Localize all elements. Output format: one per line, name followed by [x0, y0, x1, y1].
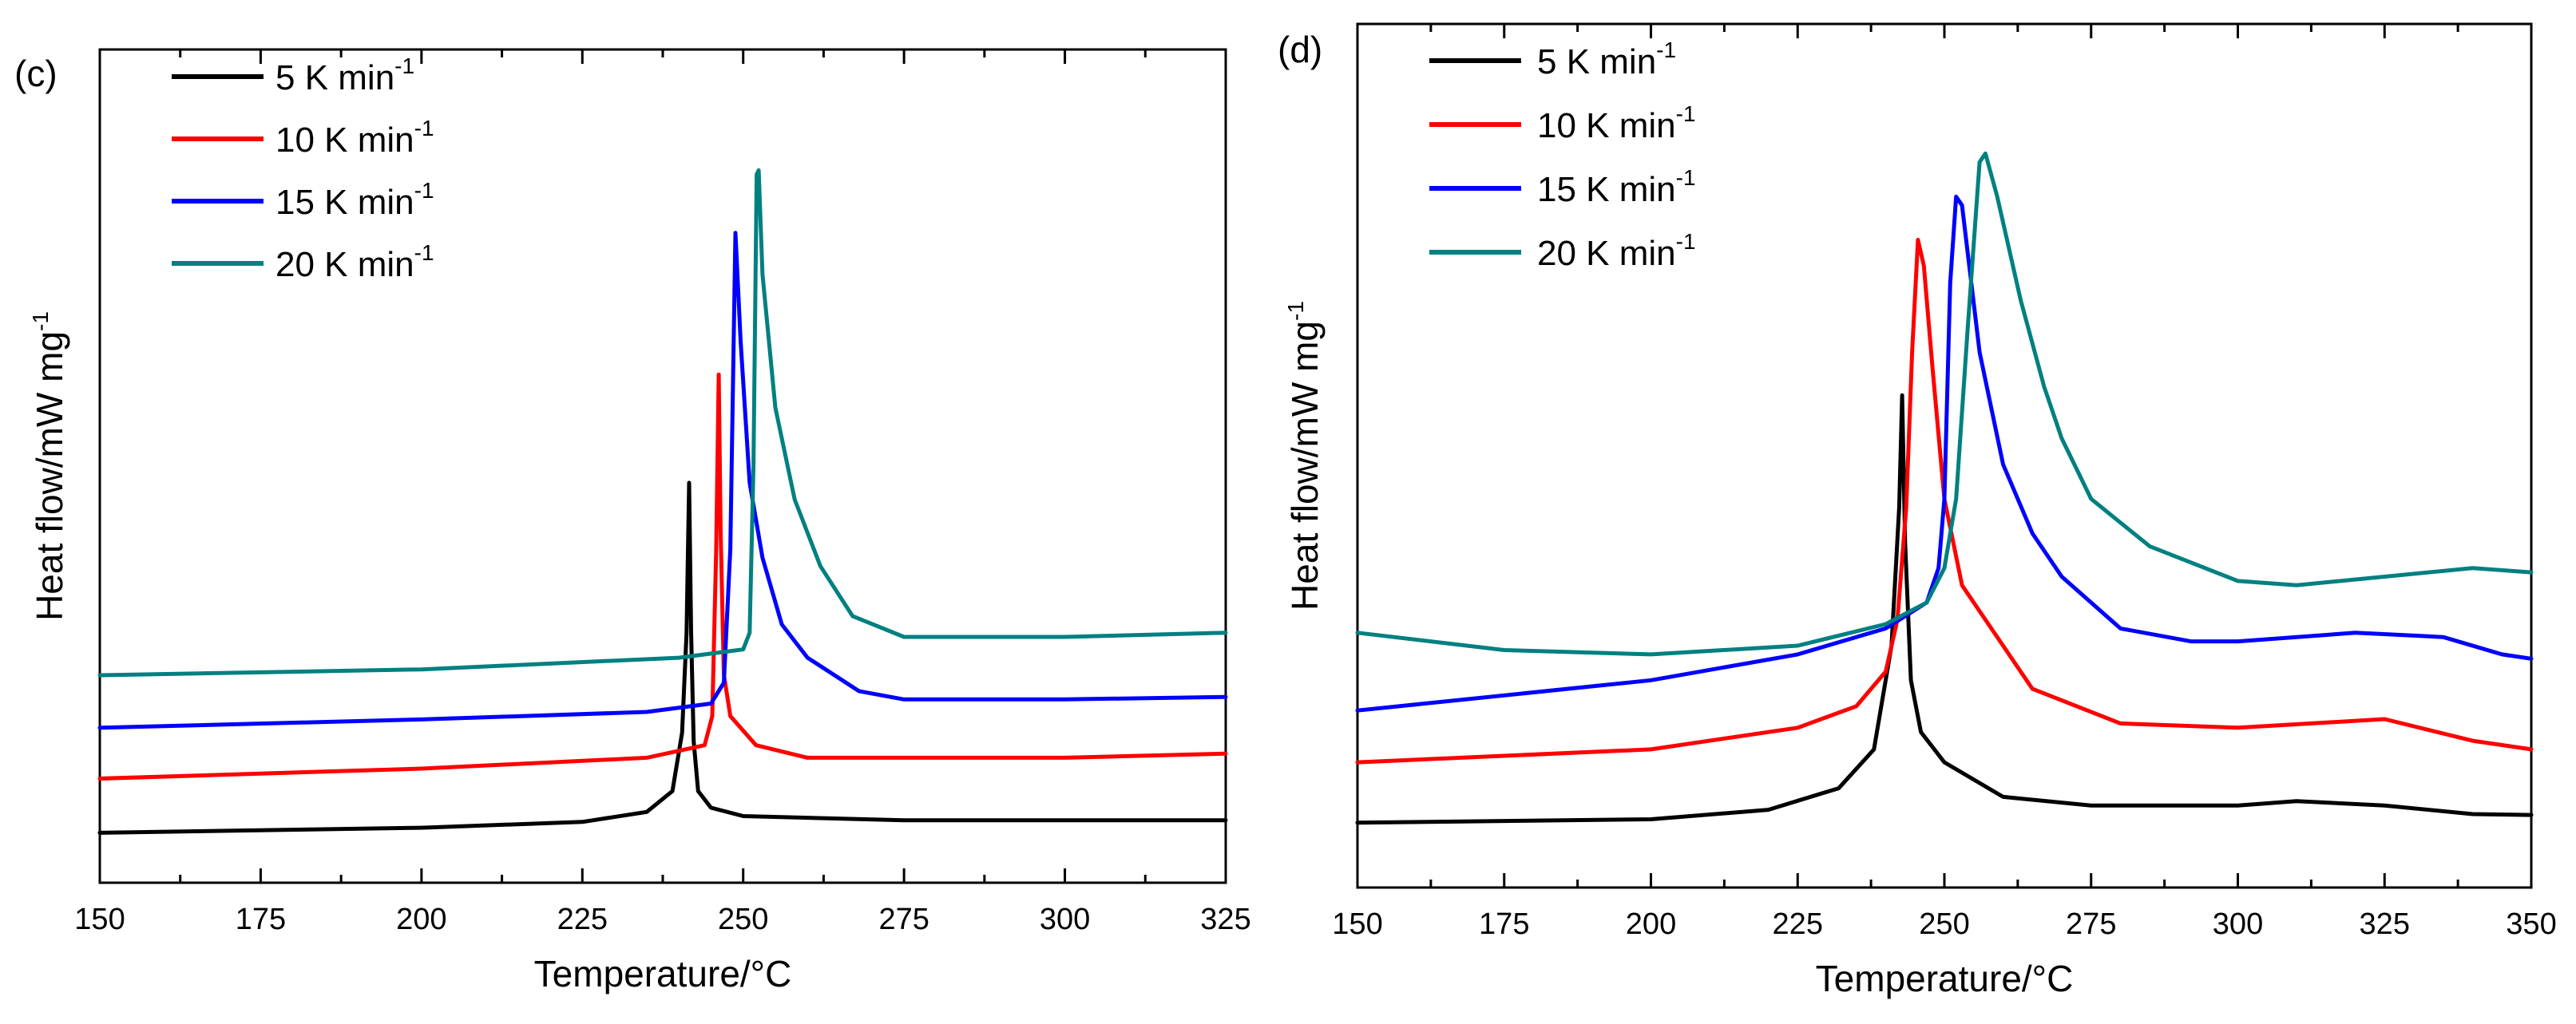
legend-label: 5 K min-1 — [275, 53, 414, 97]
legend-label: 20 K min-1 — [275, 240, 434, 284]
y-axis-title-sup: -1 — [1283, 301, 1308, 321]
legend-label-sup: -1 — [1676, 101, 1696, 126]
legend-label: 20 K min-1 — [1537, 229, 1696, 273]
x-tick-label: 250 — [1919, 907, 1969, 941]
series-line-1 — [97, 480, 1228, 835]
y-axis-title-main: Heat flow/mW mg — [1284, 321, 1326, 611]
x-tick-label: 275 — [878, 903, 929, 936]
legend-label-main: 10 K min — [1537, 106, 1676, 145]
legend-label: 15 K min-1 — [1537, 165, 1696, 209]
legend-label-main: 15 K min — [275, 183, 414, 222]
x-tick-label: 175 — [236, 903, 286, 936]
x-tick-label: 250 — [718, 903, 768, 936]
legend-label-sup: -1 — [1676, 165, 1696, 190]
x-axis-title: Temperature/°C — [534, 953, 792, 994]
x-tick-label: 325 — [2360, 907, 2410, 941]
panel-d: 150 175 200 225 250 275 300 325 350 Temperature/°… — [1278, 22, 2557, 999]
series-line-3 — [97, 231, 1228, 730]
x-tick-label: 225 — [557, 903, 608, 936]
legend-label: 10 K min-1 — [1537, 101, 1696, 145]
legend-label-sup: -1 — [1676, 229, 1696, 254]
series-line-2 — [97, 372, 1228, 781]
legend-label-sup: -1 — [414, 178, 434, 203]
x-tick-label: 150 — [74, 903, 125, 936]
legend-label-main: 20 K min — [1537, 234, 1676, 273]
legend-label-main: 20 K min — [275, 245, 414, 284]
y-axis-title-main: Heat flow/mW mg — [29, 331, 70, 621]
legend-label-main: 5 K min — [1537, 42, 1656, 81]
x-tick-label: 350 — [2506, 907, 2556, 941]
x-tick-label: 225 — [1773, 907, 1823, 941]
legend-label: 10 K min-1 — [275, 116, 434, 160]
panel-label: (c) — [14, 53, 57, 94]
x-tick-label: 300 — [1040, 903, 1090, 936]
legend-label-sup: -1 — [414, 240, 434, 265]
legend-label-main: 15 K min — [1537, 170, 1676, 209]
y-axis-title: Heat flow/mW mg-1 — [28, 311, 70, 621]
x-tick-label: 300 — [2213, 907, 2263, 941]
x-axis-title: Temperature/°C — [1816, 958, 2074, 999]
x-tick-label: 175 — [1479, 907, 1529, 941]
series-line-4 — [1355, 151, 2534, 657]
legend-label-sup: -1 — [1656, 38, 1676, 62]
y-axis-title-sup: -1 — [28, 311, 53, 331]
legend-label-main: 10 K min — [275, 121, 414, 160]
x-tick-label: 200 — [1626, 907, 1676, 941]
legend-label-sup: -1 — [414, 116, 434, 140]
y-axis-title: Heat flow/mW mg-1 — [1283, 301, 1326, 611]
series-line-3 — [1355, 194, 2534, 713]
x-tick-label: 150 — [1332, 907, 1382, 941]
x-tick-label: 325 — [1200, 903, 1250, 936]
legend-label: 15 K min-1 — [275, 178, 434, 222]
x-tick-label: 275 — [2066, 907, 2116, 941]
legend-label-sup: -1 — [394, 53, 414, 78]
series-line-1 — [1355, 393, 2534, 825]
x-tick-label: 200 — [396, 903, 446, 936]
series-line-2 — [1355, 238, 2534, 765]
legend-label-main: 5 K min — [275, 58, 394, 97]
series-line-4 — [97, 168, 1228, 678]
panel-label: (d) — [1278, 29, 1322, 70]
panel-c: 150 175 200 225 250 275 300 325 Temperature/°C He… — [14, 48, 1251, 994]
legend-label: 5 K min-1 — [1537, 38, 1676, 81]
